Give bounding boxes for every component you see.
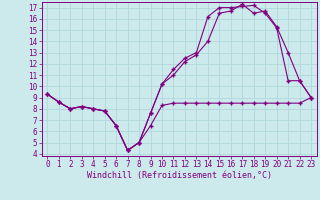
- X-axis label: Windchill (Refroidissement éolien,°C): Windchill (Refroidissement éolien,°C): [87, 171, 272, 180]
